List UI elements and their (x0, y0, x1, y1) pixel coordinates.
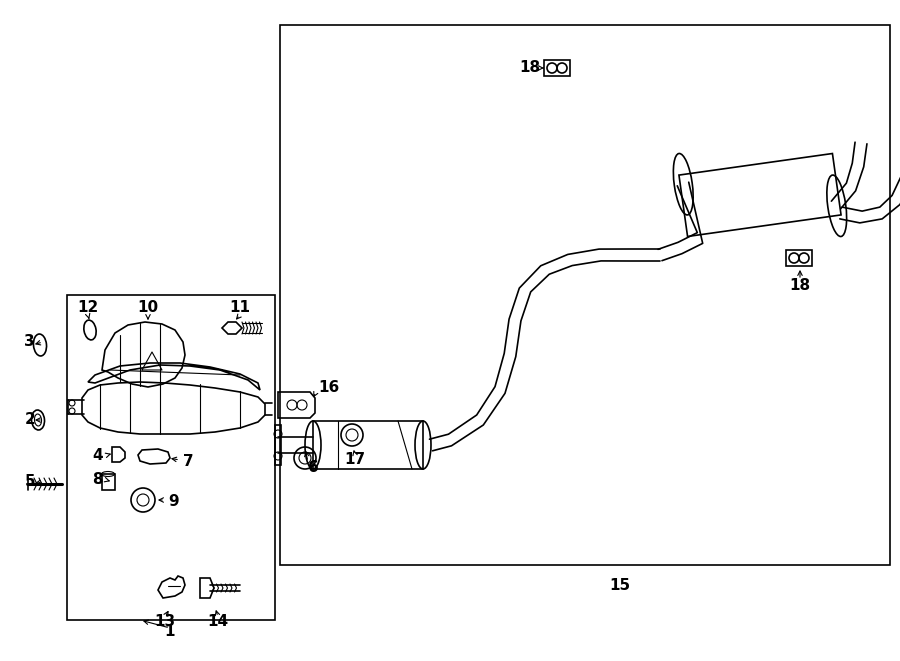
Text: 12: 12 (77, 301, 99, 315)
Text: 16: 16 (318, 381, 339, 395)
Text: 11: 11 (230, 301, 250, 315)
Text: 1: 1 (165, 625, 176, 639)
Text: 10: 10 (138, 301, 158, 315)
Text: 5: 5 (24, 475, 35, 490)
Text: 3: 3 (24, 334, 35, 350)
Text: 2: 2 (24, 412, 35, 428)
Text: 9: 9 (168, 494, 178, 510)
Text: 15: 15 (609, 578, 631, 592)
Text: 14: 14 (207, 615, 229, 629)
Text: 18: 18 (789, 278, 811, 293)
Text: 4: 4 (93, 447, 103, 463)
Text: 13: 13 (155, 615, 176, 629)
Text: 7: 7 (183, 455, 194, 469)
Text: 8: 8 (93, 473, 103, 488)
Text: 6: 6 (308, 461, 319, 475)
Text: 18: 18 (519, 61, 540, 75)
Text: 17: 17 (345, 453, 365, 467)
